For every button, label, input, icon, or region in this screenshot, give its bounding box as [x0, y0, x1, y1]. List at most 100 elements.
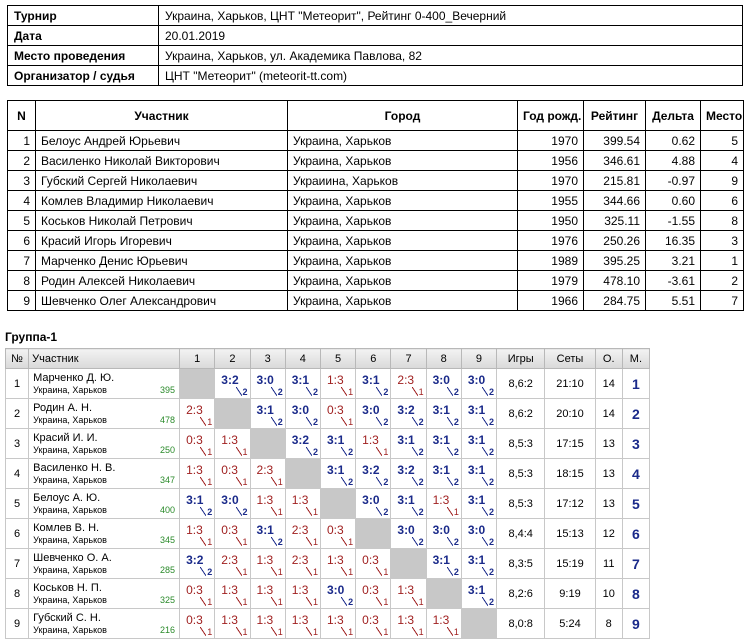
score-cell: 2:3 1: [249, 458, 286, 489]
match-points: 1: [341, 387, 354, 397]
match-points: 1: [341, 627, 354, 637]
match-points: 2: [376, 387, 389, 397]
column-header: Город: [287, 100, 518, 131]
score-cell: 2:3 1: [390, 368, 427, 399]
score-cell: 3:0 2: [355, 398, 392, 429]
group-row: 2 Родин А. Н. Украина, Харьков 478 2:3 1 3:1 2 3…: [4, 398, 651, 429]
score: 3:2: [186, 553, 204, 567]
score-cell: 3:0 2: [249, 368, 286, 399]
cell: 8: [700, 210, 744, 231]
score-cell: 3:1 2: [460, 548, 498, 579]
score: 1:3: [397, 583, 415, 597]
games: 8,6:2: [496, 398, 546, 429]
player-name: Коськов Н. П.: [33, 581, 102, 594]
score: 2:3: [256, 463, 274, 477]
match-points: 1: [270, 477, 283, 487]
cell: Красий Игорь Игоревич: [35, 230, 288, 251]
match-points: 2: [305, 447, 318, 457]
diagonal-cell: [355, 518, 392, 549]
score-cell: 0:3 1: [355, 548, 392, 579]
score-cell: 3:1 2: [249, 518, 286, 549]
score: 2:3: [291, 523, 309, 537]
player-city: Украина, Харьков: [33, 624, 107, 635]
header-row: № Участник 1 2 3 4 5 6 7 8 9 Игры Сеты О. М.: [4, 348, 651, 369]
score-cell: 1:3 1: [249, 608, 286, 639]
score: 3:0: [362, 403, 380, 417]
match-points: 1: [270, 507, 283, 517]
score: 1:3: [256, 493, 274, 507]
points: 13: [594, 458, 623, 489]
row-number: 9: [4, 608, 30, 639]
games: 8,4:4: [496, 518, 546, 549]
score: 0:3: [221, 523, 238, 537]
match-points: 1: [305, 537, 318, 547]
participant: Шевченко О. А. Украина, Харьков 285: [28, 548, 181, 579]
match-points: 1: [200, 597, 213, 607]
points: 11: [594, 548, 623, 579]
info-label: Дата: [7, 25, 159, 46]
score: 2:3: [291, 553, 309, 567]
diagonal-cell: [179, 368, 216, 399]
match-points: 1: [341, 537, 354, 547]
cell: Василенко Николай Викторович: [35, 150, 288, 171]
match-points: 2: [411, 477, 424, 487]
score-cell: 0:3 1: [214, 518, 251, 549]
player-name: Комлев В. Н.: [33, 521, 100, 534]
score: 3:1: [432, 463, 450, 477]
score-cell: 0:3 1: [355, 608, 392, 639]
match-points: 2: [446, 567, 459, 577]
sets: 17:12: [544, 488, 596, 519]
score-cell: 1:3 1: [319, 368, 357, 399]
score: 3:2: [397, 463, 415, 477]
score-cell: 3:2 2: [284, 428, 321, 459]
cell: 284.75: [583, 290, 646, 311]
score: 3:1: [467, 463, 486, 477]
score-cell: 3:0 2: [355, 488, 392, 519]
group-row: 6 Комлев В. Н. Украина, Харьков 345 1:3 1 0:3 1…: [4, 518, 651, 549]
place: 2: [621, 398, 651, 429]
sets: 15:13: [544, 518, 596, 549]
score: 1:3: [221, 583, 238, 597]
score-cell: 3:2 2: [390, 458, 427, 489]
score: 1:3: [221, 613, 238, 627]
column-header: Сеты: [544, 348, 596, 369]
column-header: Дельта: [645, 100, 701, 131]
info-value: Украина, Харьков, ЦНТ "Метеорит", Рейтин…: [158, 5, 743, 26]
match-points: 1: [446, 507, 459, 517]
cell: 9: [700, 170, 744, 191]
group-row: 3 Красий И. И. Украина, Харьков 250 0:3 1 1:3 1…: [4, 428, 651, 459]
score-cell: 1:3 1: [390, 578, 427, 609]
participant: Родин А. Н. Украина, Харьков 478: [28, 398, 181, 429]
games: 8,5:3: [496, 458, 546, 489]
column-header: Год рожд.: [517, 100, 584, 131]
score: 3:1: [397, 493, 415, 507]
cell: 6: [700, 190, 744, 211]
participant: Комлев В. Н. Украина, Харьков 345: [28, 518, 181, 549]
score: 3:1: [467, 403, 486, 417]
match-points: 2: [200, 507, 213, 517]
participant-row: 1 Белоус Андрей Юрьевич Украина, Харьков 19…: [7, 130, 744, 151]
score: 0:3: [362, 613, 379, 627]
cell: -3.61: [645, 270, 701, 291]
games: 8,2:6: [496, 578, 546, 609]
score: 3:0: [256, 373, 274, 387]
match-points: 1: [235, 567, 248, 577]
score-cell: 3:1 2: [425, 398, 462, 429]
row-number: 6: [4, 518, 30, 549]
match-points: 2: [482, 567, 495, 577]
score-cell: 2:3 1: [284, 518, 321, 549]
participant: Губский С. Н. Украина, Харьков 216: [28, 608, 181, 639]
score-cell: 0:3 1: [319, 398, 357, 429]
score: 2:3: [186, 403, 203, 417]
score: 3:1: [432, 433, 450, 447]
score-cell: 0:3 1: [179, 608, 216, 639]
diagonal-cell: [425, 578, 462, 609]
cell: Украина, Харьков: [287, 190, 518, 211]
score-cell: 3:1 2: [179, 488, 216, 519]
participant-row: 9 Шевченко Олег Александрович Украина, Хар…: [7, 290, 744, 311]
score-cell: 2:3 1: [179, 398, 216, 429]
column-header: Рейтинг: [583, 100, 646, 131]
score: 2:3: [397, 373, 415, 387]
group-row: 8 Коськов Н. П. Украина, Харьков 325 0:3 1 1:3…: [4, 578, 651, 609]
score: 3:0: [362, 493, 380, 507]
